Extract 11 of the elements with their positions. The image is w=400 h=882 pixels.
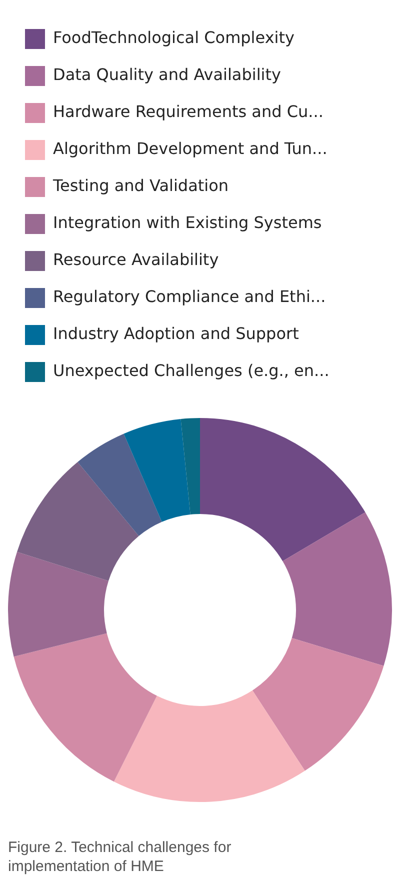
legend-label: Resource Availability	[53, 250, 219, 270]
legend-label: Industry Adoption and Support	[53, 324, 299, 344]
legend-label: Algorithm Development and Tun...	[53, 139, 328, 158]
caption: Figure 2. Technical challenges for implementation of HME	[8, 838, 232, 876]
legend-label: FoodTechnological Complexity	[53, 28, 294, 48]
legend-label: Unexpected Challenges (e.g., en...	[53, 361, 330, 380]
legend-label: Integration with Existing Systems	[53, 213, 322, 232]
legend-label: Regulatory Compliance and Ethi...	[53, 287, 326, 306]
legend-label: Data Quality and Availability	[53, 65, 281, 84]
legend-label: Testing and Validation	[52, 176, 229, 196]
legend-label: Hardware Requirements and Cu...	[53, 102, 324, 122]
